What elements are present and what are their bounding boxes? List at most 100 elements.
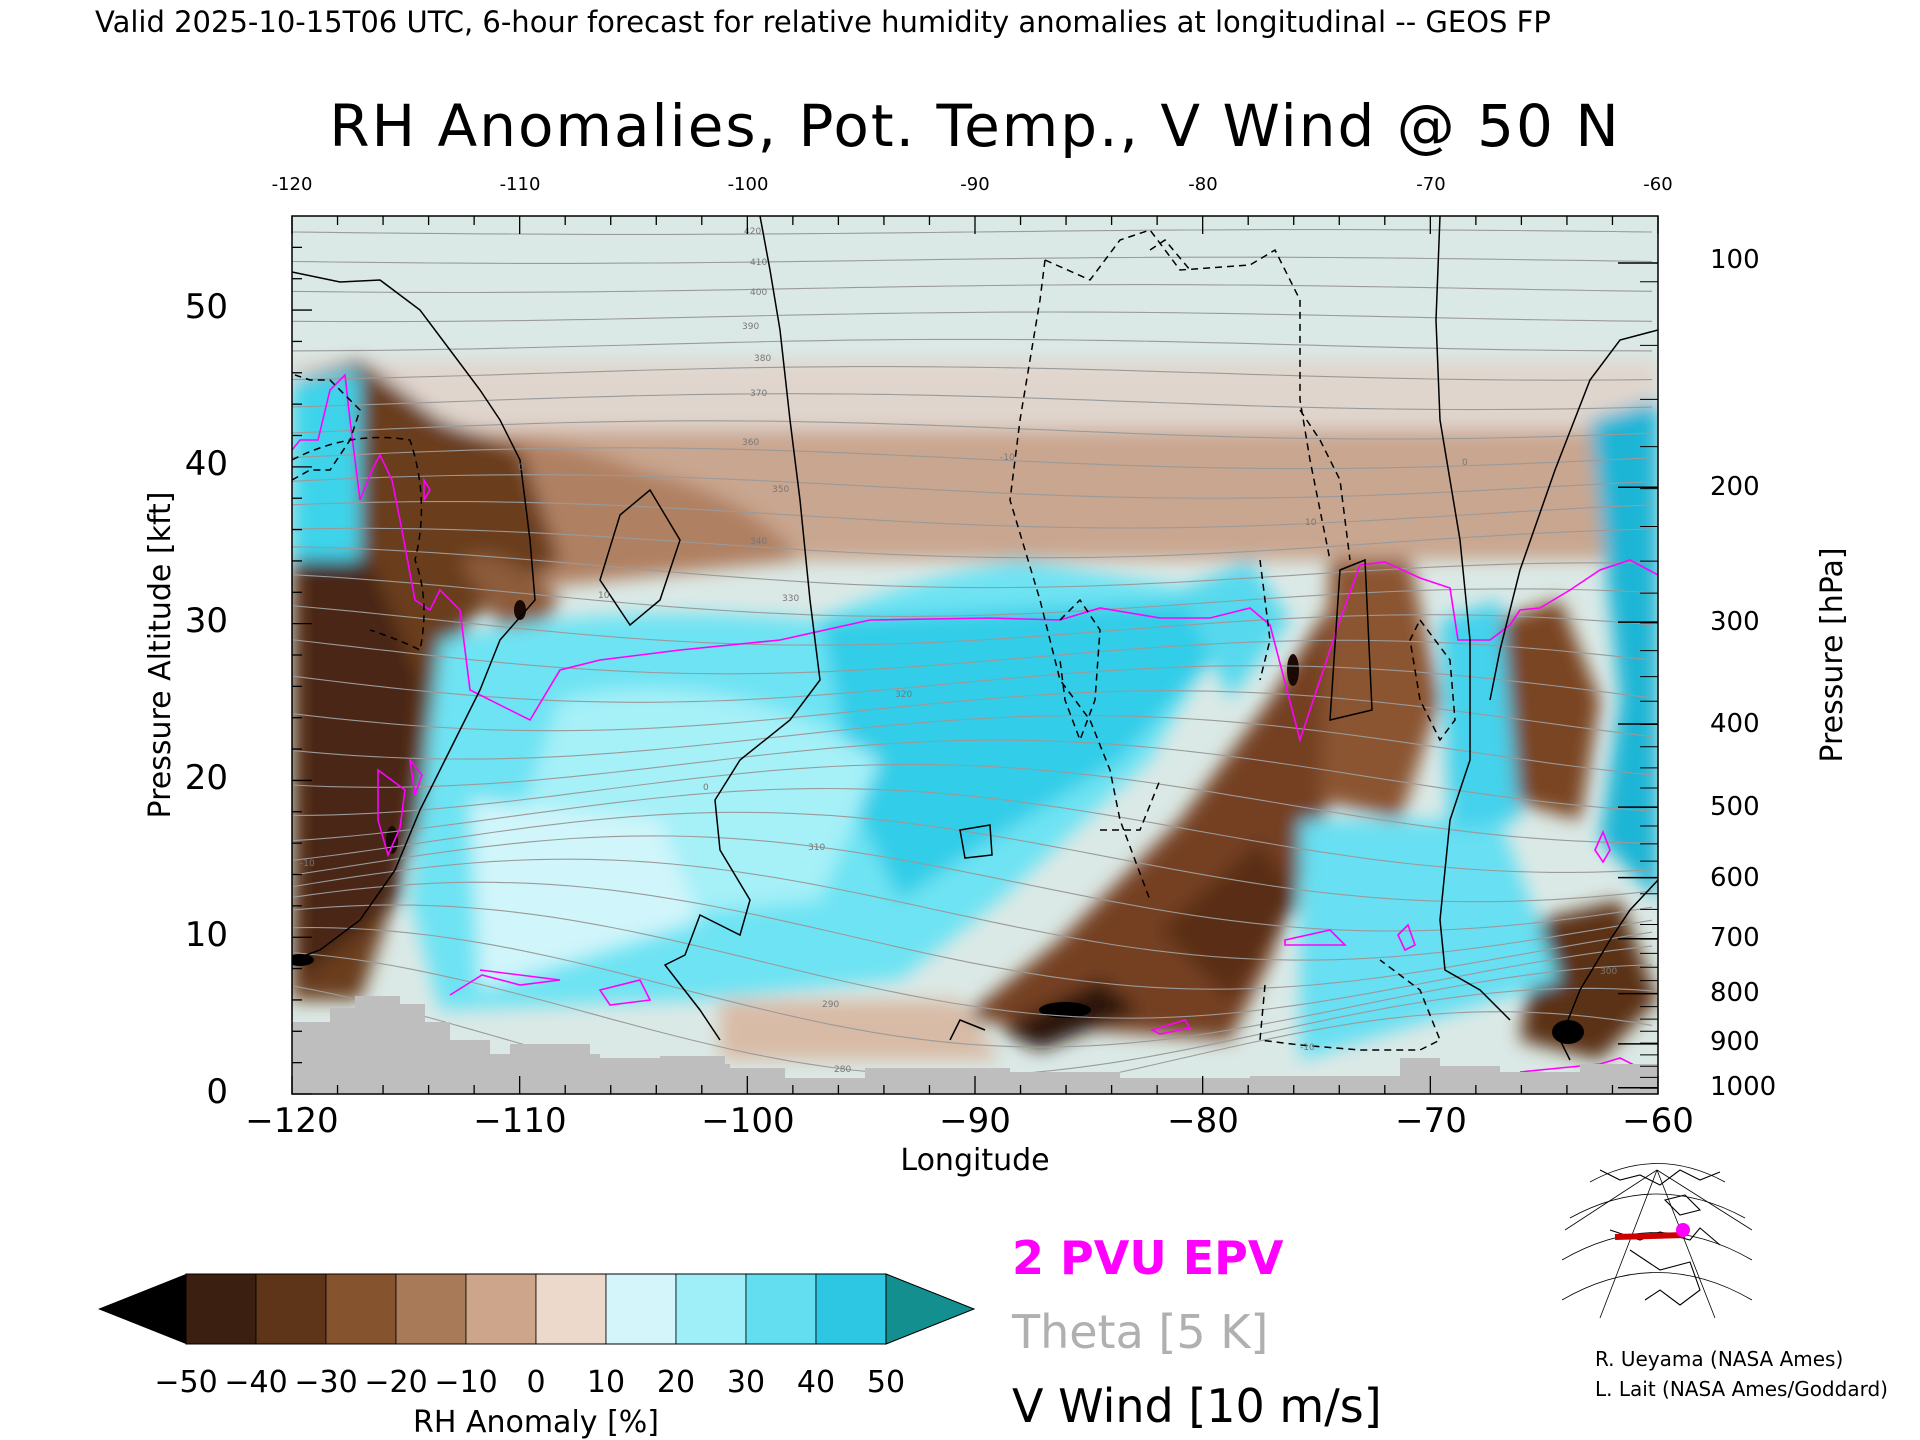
v-wind-contour	[959, 824, 993, 859]
epv-contour	[1397, 923, 1416, 952]
theta-label: 330	[782, 594, 799, 604]
theta-contour-line	[292, 366, 1653, 381]
colorbar-tick-label: 0	[526, 1365, 545, 1400]
theta-contour-line	[292, 474, 1653, 499]
theta-contour-line	[292, 546, 1653, 589]
rh-minimum-blob	[1287, 654, 1299, 686]
colorbar-tick-label: −10	[434, 1365, 497, 1400]
rh-anomaly-field	[292, 360, 1658, 1060]
colorbar-tick-label: 20	[657, 1365, 695, 1400]
y-tick-label: 30	[185, 601, 228, 641]
theta-label: 360	[742, 438, 759, 448]
rh-minimum-blob	[386, 826, 398, 854]
colorbar-cell	[325, 1273, 397, 1345]
bottom-x-ticks	[291, 216, 1659, 1094]
theta-contour-line	[292, 605, 1653, 646]
theta-contour-line	[292, 739, 1653, 812]
pressure-tick-label: 500	[1710, 792, 1760, 822]
x-tick-label: −100	[701, 1101, 794, 1141]
theta-label: 320	[895, 690, 912, 700]
colorbar-frame	[185, 1273, 887, 1345]
epv-contour	[377, 768, 406, 858]
plot-area: 420 410 400 390 380 370 360 350 340 330 …	[292, 216, 1658, 1094]
theta-label: 310	[808, 843, 825, 853]
v-wind-contour	[949, 1019, 986, 1041]
theta-label: 300	[1600, 967, 1617, 977]
locator-map	[1555, 1163, 1760, 1320]
pressure-tick-label: 700	[1710, 923, 1760, 953]
top-x-tick-label: -80	[1188, 174, 1217, 195]
y-tick-labels: 0 10 20 30 40 50	[185, 287, 228, 1112]
v-wind-contour	[1009, 259, 1151, 901]
chart-title: RH Anomalies, Pot. Temp., V Wind @ 50 N	[329, 92, 1621, 160]
theta-contour-line	[292, 420, 1653, 440]
v-wind-contour	[292, 436, 425, 652]
v-wind-contour	[599, 488, 681, 627]
epv-contour	[1149, 1019, 1192, 1035]
theta-contour-line	[292, 256, 1653, 264]
credit-line: R. Ueyama (NASA Ames)	[1595, 1347, 1843, 1371]
colorbar-cell	[395, 1273, 467, 1345]
v-wind-contour	[292, 374, 361, 481]
wind-label: 10	[598, 591, 610, 601]
pressure-tick-label: 1000	[1710, 1072, 1776, 1102]
pressure-tick-label: 900	[1710, 1027, 1760, 1057]
x-tick-label: −120	[245, 1101, 338, 1141]
wind-label: -10	[1000, 453, 1015, 463]
v-wind-contour	[1059, 598, 1101, 743]
colorbar-max-arrow	[885, 1273, 976, 1345]
v-wind-contour	[1044, 229, 1331, 561]
epv-contour	[408, 757, 423, 796]
legend-v-wind: V Wind [10 m/s]	[1012, 1379, 1382, 1433]
x-tick-label: −90	[939, 1101, 1011, 1141]
colorbar-tick-label: −30	[294, 1365, 357, 1400]
colorbar-cell	[745, 1273, 817, 1345]
v-wind-contour	[1299, 409, 1351, 561]
epv-contour	[423, 477, 431, 503]
colorbar-tick-labels: −50 −40 −30 −20 −10 0 10 20 30 40 50	[154, 1365, 905, 1400]
colorbar-cell	[465, 1273, 537, 1345]
v-wind-contour	[1259, 959, 1441, 1051]
theta-contours	[292, 229, 1653, 1094]
x-tick-label: −70	[1395, 1101, 1467, 1141]
colorbar-label: RH Anomaly [%]	[413, 1405, 659, 1440]
epv-contour	[449, 969, 561, 996]
top-x-tick-label: -60	[1643, 174, 1672, 195]
top-x-tick-label: -120	[272, 174, 313, 195]
theta-contour-line	[292, 926, 1653, 1048]
colorbar-cell	[675, 1273, 747, 1345]
theta-contour-line	[292, 527, 1653, 559]
pressure-tick-label: 600	[1710, 863, 1760, 893]
theta-contour-line	[292, 904, 1653, 1019]
theta-contour-line	[292, 311, 1653, 323]
wind-label: 0	[518, 463, 524, 473]
theta-contour-line	[292, 985, 1653, 1094]
epv-contour	[1594, 829, 1611, 864]
v-wind-contour-labels: 0 0 0 10 10 -10 -10 -10	[300, 453, 1468, 1053]
theta-contour-line	[292, 763, 1653, 844]
theta-label: 370	[750, 389, 767, 399]
wind-label: 0	[1462, 458, 1468, 468]
wind-label: 10	[1305, 518, 1317, 528]
colorbar-cells	[185, 1273, 887, 1345]
epv-contour	[292, 373, 1658, 743]
v-wind-contour	[1559, 879, 1658, 1061]
locator-section-line	[1614, 1232, 1686, 1240]
y-tick-label: 40	[185, 444, 228, 484]
theta-contour-line	[292, 811, 1653, 903]
theta-contour-line	[292, 715, 1653, 776]
rh-minimum-blob	[1552, 1020, 1584, 1044]
pressure-tick-label: 200	[1710, 472, 1760, 502]
theta-label: 390	[742, 322, 759, 332]
theta-label: 410	[750, 258, 767, 268]
v-wind-contour	[1149, 239, 1191, 271]
colorbar-tick-label: 40	[797, 1365, 835, 1400]
top-x-tick-label: -90	[960, 174, 989, 195]
x-tick-label: −80	[1167, 1101, 1239, 1141]
right-pressure-ticks	[1618, 262, 1658, 1089]
colorbar-cell	[255, 1273, 327, 1345]
theta-contour-line	[292, 835, 1653, 932]
wind-label: 0	[703, 783, 709, 793]
colorbar-tick-label: 10	[587, 1365, 625, 1400]
